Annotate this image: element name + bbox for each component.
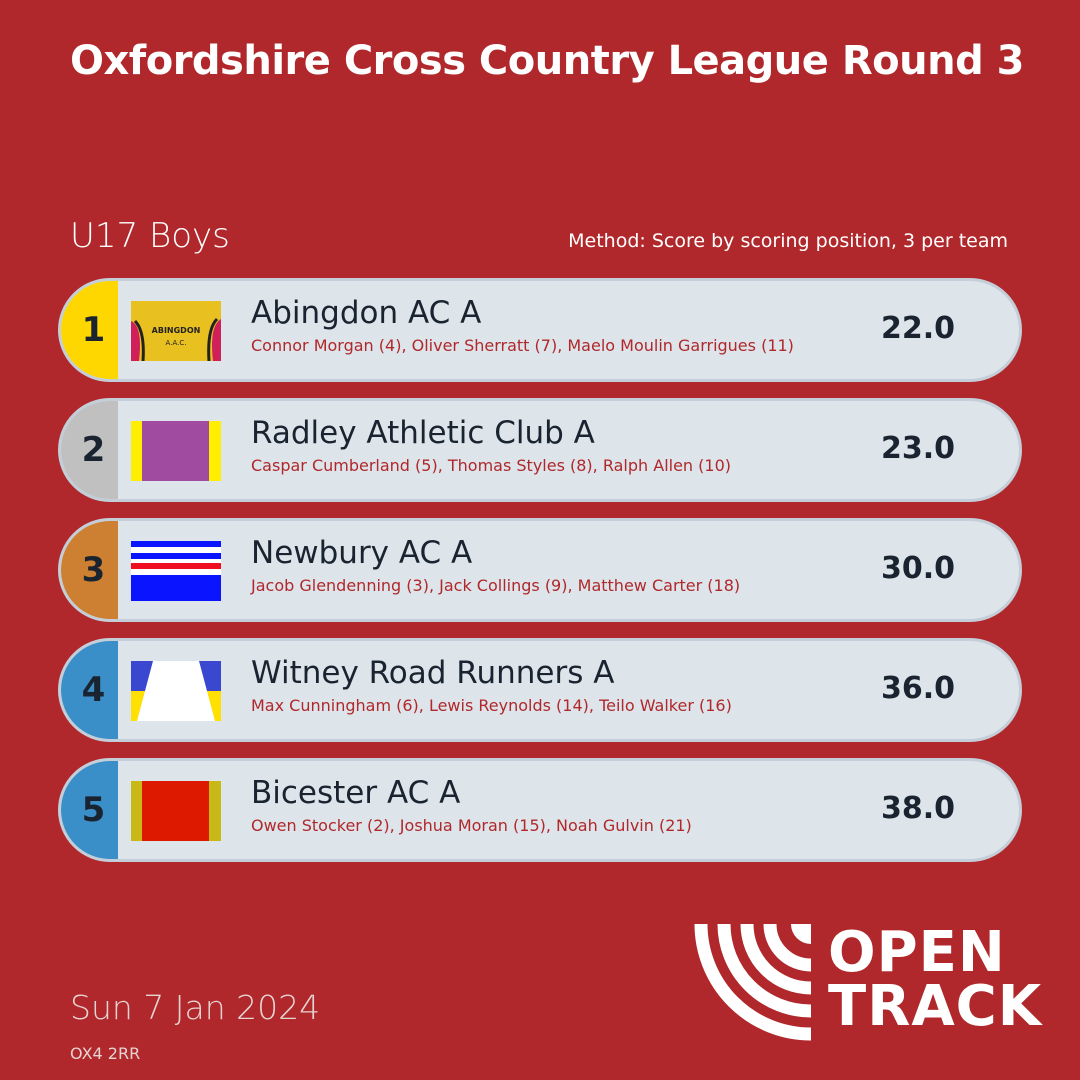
team-name: Bicester AC A (251, 775, 461, 811)
category-label: U17 Boys (70, 216, 230, 256)
team-score: 22.0 (881, 311, 956, 346)
event-date: Sun 7 Jan 2024 (70, 988, 321, 1027)
rank-badge: 3 (61, 521, 118, 619)
postcode: OX4 2RR (70, 1044, 141, 1063)
team-name: Radley Athletic Club A (251, 415, 595, 451)
team-row: 5 Bicester AC A Owen Stocker (2), Joshua… (58, 758, 1022, 862)
team-row: 1 ABINGDON A.A.C. Abingdon AC A Connor Mo… (58, 278, 1022, 382)
team-score: 38.0 (881, 791, 956, 826)
team-score: 30.0 (881, 551, 956, 586)
team-score: 36.0 (881, 671, 956, 706)
team-row: 4 Witney Road Runners A Max Cunningham (… (58, 638, 1022, 742)
opentrack-logo-text: OPEN TRACK (828, 920, 1043, 1039)
team-name: Abingdon AC A (251, 295, 482, 331)
team-runners: Jacob Glendenning (3), Jack Collings (9)… (251, 576, 741, 595)
team-runners: Max Cunningham (6), Lewis Reynolds (14),… (251, 696, 732, 715)
team-kit-icon (131, 781, 221, 841)
rank-badge: 5 (61, 761, 118, 859)
team-kit-icon (131, 541, 221, 601)
team-kit-icon: ABINGDON A.A.C. (131, 301, 221, 361)
team-row: 2 Radley Athletic Club A Caspar Cumberla… (58, 398, 1022, 502)
page-title: Oxfordshire Cross Country League Round 3 (70, 38, 1024, 84)
svg-text:ABINGDON: ABINGDON (152, 326, 201, 335)
team-kit-icon (131, 661, 221, 721)
team-row: 3 Newbury AC A Jacob Glendenning (3), Ja… (58, 518, 1022, 622)
team-runners: Connor Morgan (4), Oliver Sherratt (7), … (251, 336, 794, 355)
rank-badge: 4 (61, 641, 118, 739)
team-runners: Owen Stocker (2), Joshua Moran (15), Noa… (251, 816, 692, 835)
team-kit-icon (131, 421, 221, 481)
rank-badge: 1 (61, 281, 118, 379)
method-label: Method: Score by scoring position, 3 per… (568, 230, 1008, 252)
svg-text:A.A.C.: A.A.C. (166, 339, 187, 347)
team-score: 23.0 (881, 431, 956, 466)
team-runners: Caspar Cumberland (5), Thomas Styles (8)… (251, 456, 731, 475)
team-name: Witney Road Runners A (251, 655, 615, 691)
rank-badge: 2 (61, 401, 118, 499)
team-name: Newbury AC A (251, 535, 473, 571)
opentrack-logo-icon (694, 924, 812, 1041)
